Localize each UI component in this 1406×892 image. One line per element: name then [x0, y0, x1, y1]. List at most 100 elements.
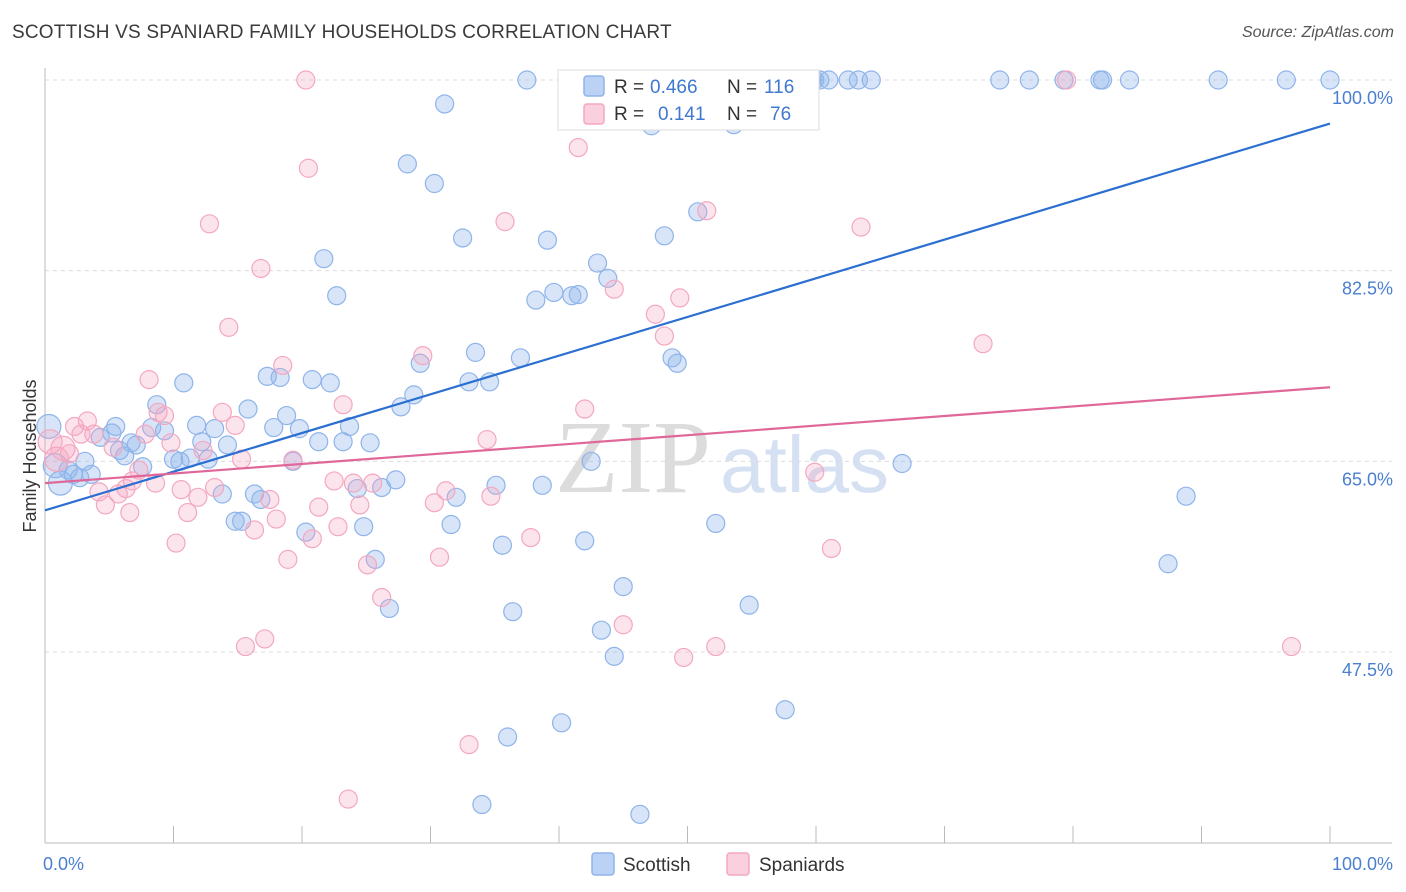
spaniard-point-34 — [244, 520, 265, 540]
scottish-point-84 — [591, 620, 612, 640]
spaniard-point-78 — [1056, 70, 1077, 90]
scottish-point-28 — [217, 435, 238, 455]
spaniard-point-53 — [363, 473, 383, 493]
spaniard-point-26 — [193, 440, 213, 461]
scottish-point-37 — [276, 405, 297, 426]
scottish-point-82 — [581, 451, 601, 471]
scottish-point-91 — [662, 348, 682, 368]
spaniard-point-41 — [283, 450, 303, 470]
spaniard-point-76 — [851, 217, 871, 237]
scottish-point-86 — [604, 646, 624, 666]
scottish-point-72 — [510, 348, 531, 368]
scottish-point-115 — [1092, 70, 1113, 90]
spaniard-point-63 — [521, 527, 541, 548]
scottish-point-17 — [147, 395, 167, 415]
spaniard-point-64 — [568, 137, 588, 158]
scottish-point-73 — [517, 70, 537, 90]
spaniard-point-15 — [129, 460, 149, 480]
bottom-legend-swatch-scottish — [591, 852, 615, 876]
legend-r-label-spaniards: R = — [614, 104, 644, 125]
scottish-point-111 — [990, 70, 1010, 90]
scottish-point-50 — [360, 433, 380, 453]
scottish-point-65 — [465, 342, 486, 362]
spaniard-point-49 — [338, 789, 358, 809]
spaniard-point-31 — [225, 415, 245, 435]
spaniard-point-59 — [459, 735, 479, 755]
spaniard-point-30 — [219, 317, 239, 337]
spaniard-point-79 — [1281, 636, 1302, 657]
spaniard-point-3 — [59, 444, 80, 464]
bottom-legend-label-scottish: Scottish — [623, 855, 691, 876]
spaniard-point-7 — [84, 424, 104, 444]
spaniard-point-68 — [645, 304, 665, 324]
spaniard-point-54 — [372, 587, 392, 608]
scottish-point-90 — [654, 226, 674, 246]
legend-n-value-scottish: 116 — [764, 77, 794, 98]
scottish-point-110 — [892, 453, 912, 474]
spaniard-point-4 — [64, 416, 85, 437]
spaniard-point-74 — [805, 462, 825, 482]
spaniard-point-24 — [178, 502, 198, 523]
series-legend: Scottish Spaniards — [591, 852, 845, 876]
bottom-legend-swatch-spaniards — [726, 852, 750, 876]
spaniard-point-52 — [357, 555, 378, 575]
scottish-point-35 — [264, 417, 284, 438]
scottish-point-117 — [1158, 554, 1178, 574]
spaniard-point-51 — [350, 495, 370, 515]
scottish-point-70 — [498, 727, 518, 747]
scottish-point-58 — [410, 353, 430, 373]
watermark-atlas: atlas — [720, 420, 889, 509]
scottish-point-56 — [397, 154, 417, 174]
scottish-point-119 — [1208, 70, 1228, 90]
scottish-point-74 — [526, 290, 546, 310]
legend-r-value-scottish: 0.466 — [650, 77, 698, 98]
spaniard-point-38 — [266, 509, 286, 529]
scottish-point-36 — [270, 367, 290, 388]
scottish-point-63 — [453, 228, 473, 248]
scottish-point-60 — [435, 94, 455, 114]
scottish-point-26 — [205, 419, 225, 439]
spaniard-point-77 — [973, 334, 993, 354]
scottish-point-101 — [775, 700, 795, 720]
scottish-point-69 — [492, 535, 513, 555]
spaniard-point-61 — [481, 486, 501, 506]
scottish-point-18 — [154, 421, 175, 441]
spaniard-point-58 — [436, 481, 456, 501]
scottish-point-10 — [106, 416, 126, 437]
spaniard-point-75 — [821, 538, 842, 559]
spaniard-point-40 — [278, 549, 298, 569]
spaniard-point-50 — [343, 473, 363, 493]
scottish-point-88 — [630, 804, 650, 824]
scottish-point-45 — [327, 286, 347, 306]
spaniard-point-37 — [260, 489, 280, 510]
scottish-point-62 — [446, 487, 466, 507]
spaniard-point-69 — [654, 326, 674, 346]
scottish-point-92 — [667, 353, 687, 373]
y-tick-label-2: 82.5% — [1342, 279, 1393, 299]
x-tick-label-min: 0.0% — [43, 854, 84, 874]
spaniard-point-33 — [235, 636, 256, 657]
scottish-point-68 — [486, 475, 506, 495]
spaniard-point-35 — [251, 258, 271, 279]
y-axis-title: Family Households — [20, 379, 40, 532]
scottish-point-81 — [575, 531, 595, 551]
scottish-point-85 — [598, 268, 618, 288]
spaniard-point-44 — [302, 529, 322, 549]
scottish-trend-line — [44, 122, 1331, 512]
scottish-point-75 — [532, 475, 552, 495]
scottish-point-23 — [187, 415, 207, 435]
spaniard-point-29 — [212, 402, 232, 422]
y-tick-labels: 47.5% 65.0% 82.5% 100.0% — [1332, 88, 1393, 680]
legend-swatch-spaniards — [583, 103, 605, 125]
spaniard-point-23 — [171, 480, 191, 500]
x-tick-label-max: 100.0% — [1332, 854, 1393, 874]
scottish-point-27 — [212, 484, 232, 504]
spaniard-point-25 — [188, 487, 208, 507]
scottish-point-87 — [613, 577, 633, 597]
scottish-point-59 — [424, 173, 444, 194]
legend-r-label-scottish: R = — [614, 77, 644, 98]
scottish-point-121 — [1320, 70, 1340, 90]
scottish-point-77 — [544, 282, 564, 303]
scottish-point-76 — [537, 230, 558, 250]
y-tick-label-0: 47.5% — [1342, 660, 1393, 680]
